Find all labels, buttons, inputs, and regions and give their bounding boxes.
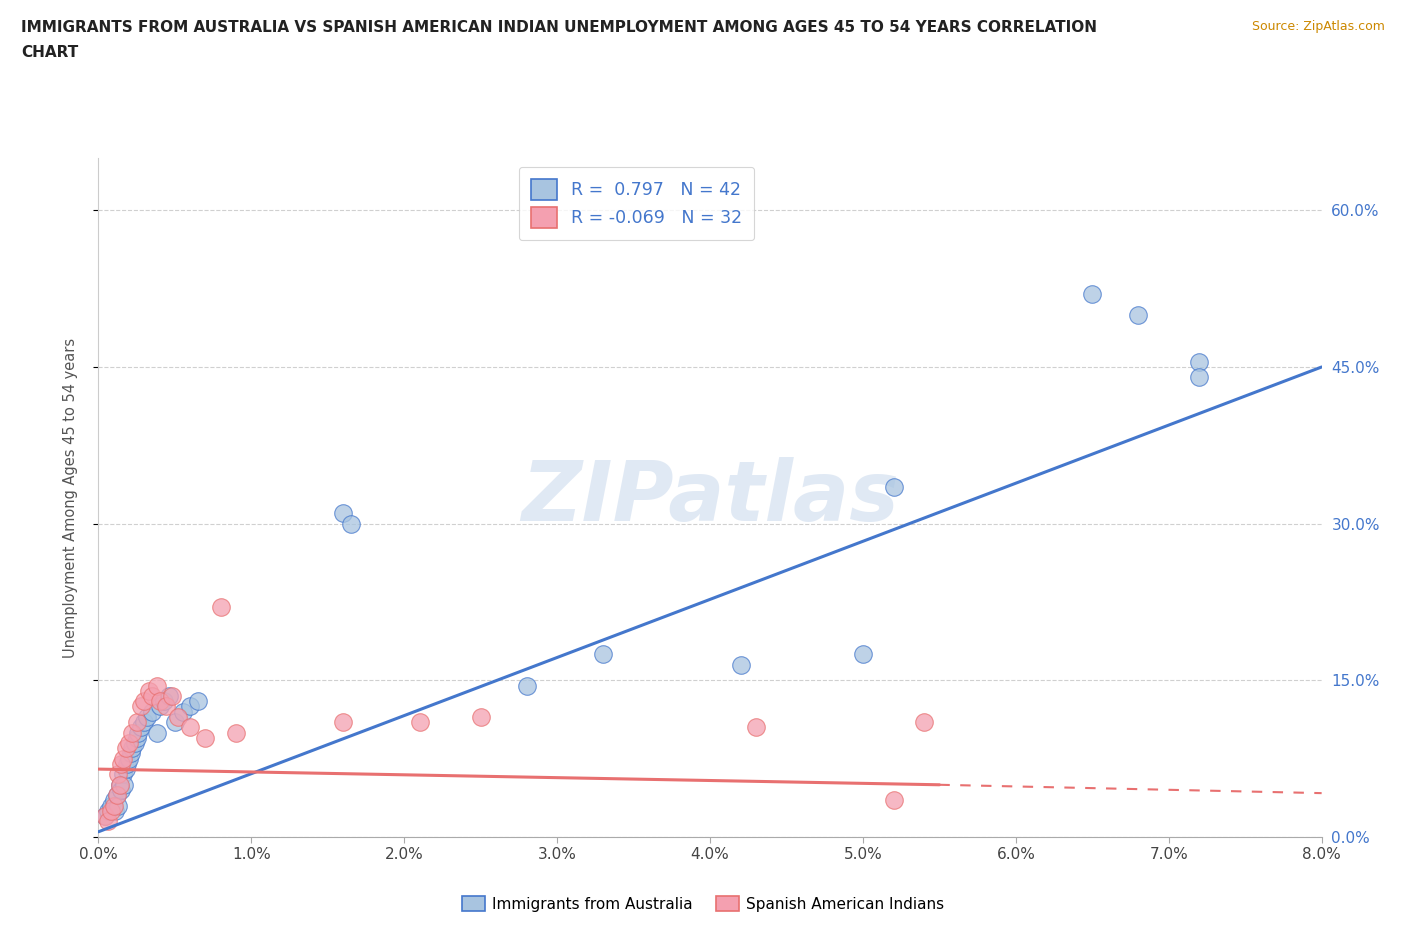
Point — [125, 730, 148, 745]
Point — [103, 793, 125, 808]
Point — [121, 741, 143, 756]
Point — [339, 516, 361, 531]
Point — [155, 699, 177, 714]
Point — [93, 809, 115, 824]
Point — [209, 600, 232, 615]
Point — [730, 658, 752, 672]
Point — [108, 777, 131, 792]
Point — [107, 767, 129, 782]
Point — [332, 714, 354, 729]
Point — [97, 804, 120, 818]
Y-axis label: Unemployment Among Ages 45 to 54 years: Unemployment Among Ages 45 to 54 years — [63, 338, 77, 658]
Point — [115, 741, 138, 756]
Point — [179, 720, 201, 735]
Point — [100, 798, 122, 813]
Point — [592, 646, 614, 661]
Point — [115, 762, 138, 777]
Point — [110, 756, 132, 771]
Point — [1081, 286, 1104, 301]
Point — [134, 714, 156, 729]
Point — [153, 694, 176, 709]
Text: IMMIGRANTS FROM AUSTRALIA VS SPANISH AMERICAN INDIAN UNEMPLOYMENT AMONG AGES 45 : IMMIGRANTS FROM AUSTRALIA VS SPANISH AME… — [21, 20, 1097, 35]
Point — [912, 714, 935, 729]
Point — [141, 704, 163, 719]
Point — [157, 688, 180, 703]
Point — [117, 756, 139, 771]
Point — [194, 730, 217, 745]
Point — [149, 694, 172, 709]
Point — [172, 704, 194, 719]
Point — [1188, 354, 1211, 369]
Point — [179, 699, 201, 714]
Point — [118, 751, 141, 766]
Point — [515, 678, 537, 693]
Point — [1188, 370, 1211, 385]
Point — [111, 751, 134, 766]
Point — [100, 804, 122, 818]
Point — [408, 714, 430, 729]
Text: Source: ZipAtlas.com: Source: ZipAtlas.com — [1251, 20, 1385, 33]
Text: ZIPatlas: ZIPatlas — [522, 457, 898, 538]
Point — [134, 694, 156, 709]
Point — [129, 720, 152, 735]
Text: CHART: CHART — [21, 45, 79, 60]
Point — [127, 725, 149, 740]
Point — [163, 714, 186, 729]
Point — [97, 814, 120, 829]
Point — [1128, 307, 1150, 322]
Point — [105, 788, 128, 803]
Point — [125, 714, 148, 729]
Point — [225, 725, 247, 740]
Legend: Immigrants from Australia, Spanish American Indians: Immigrants from Australia, Spanish Ameri… — [456, 889, 950, 918]
Point — [187, 694, 209, 709]
Point — [745, 720, 768, 735]
Point — [111, 767, 134, 782]
Point — [149, 699, 172, 714]
Point — [145, 725, 167, 740]
Point — [124, 736, 146, 751]
Point — [167, 710, 190, 724]
Point — [118, 736, 141, 751]
Point — [883, 793, 905, 808]
Point — [107, 798, 129, 813]
Point — [120, 746, 142, 761]
Point — [129, 699, 152, 714]
Point — [883, 480, 905, 495]
Point — [136, 710, 159, 724]
Point — [103, 798, 125, 813]
Point — [145, 678, 167, 693]
Legend: R =  0.797   N = 42, R = -0.069   N = 32: R = 0.797 N = 42, R = -0.069 N = 32 — [519, 166, 754, 240]
Point — [332, 506, 354, 521]
Point — [160, 688, 183, 703]
Point — [138, 684, 160, 698]
Point — [141, 688, 163, 703]
Point — [470, 710, 492, 724]
Point — [104, 804, 127, 818]
Point — [105, 788, 128, 803]
Point — [121, 725, 143, 740]
Point — [112, 777, 135, 792]
Point — [852, 646, 875, 661]
Point — [110, 782, 132, 797]
Point — [93, 809, 115, 824]
Point — [108, 777, 131, 792]
